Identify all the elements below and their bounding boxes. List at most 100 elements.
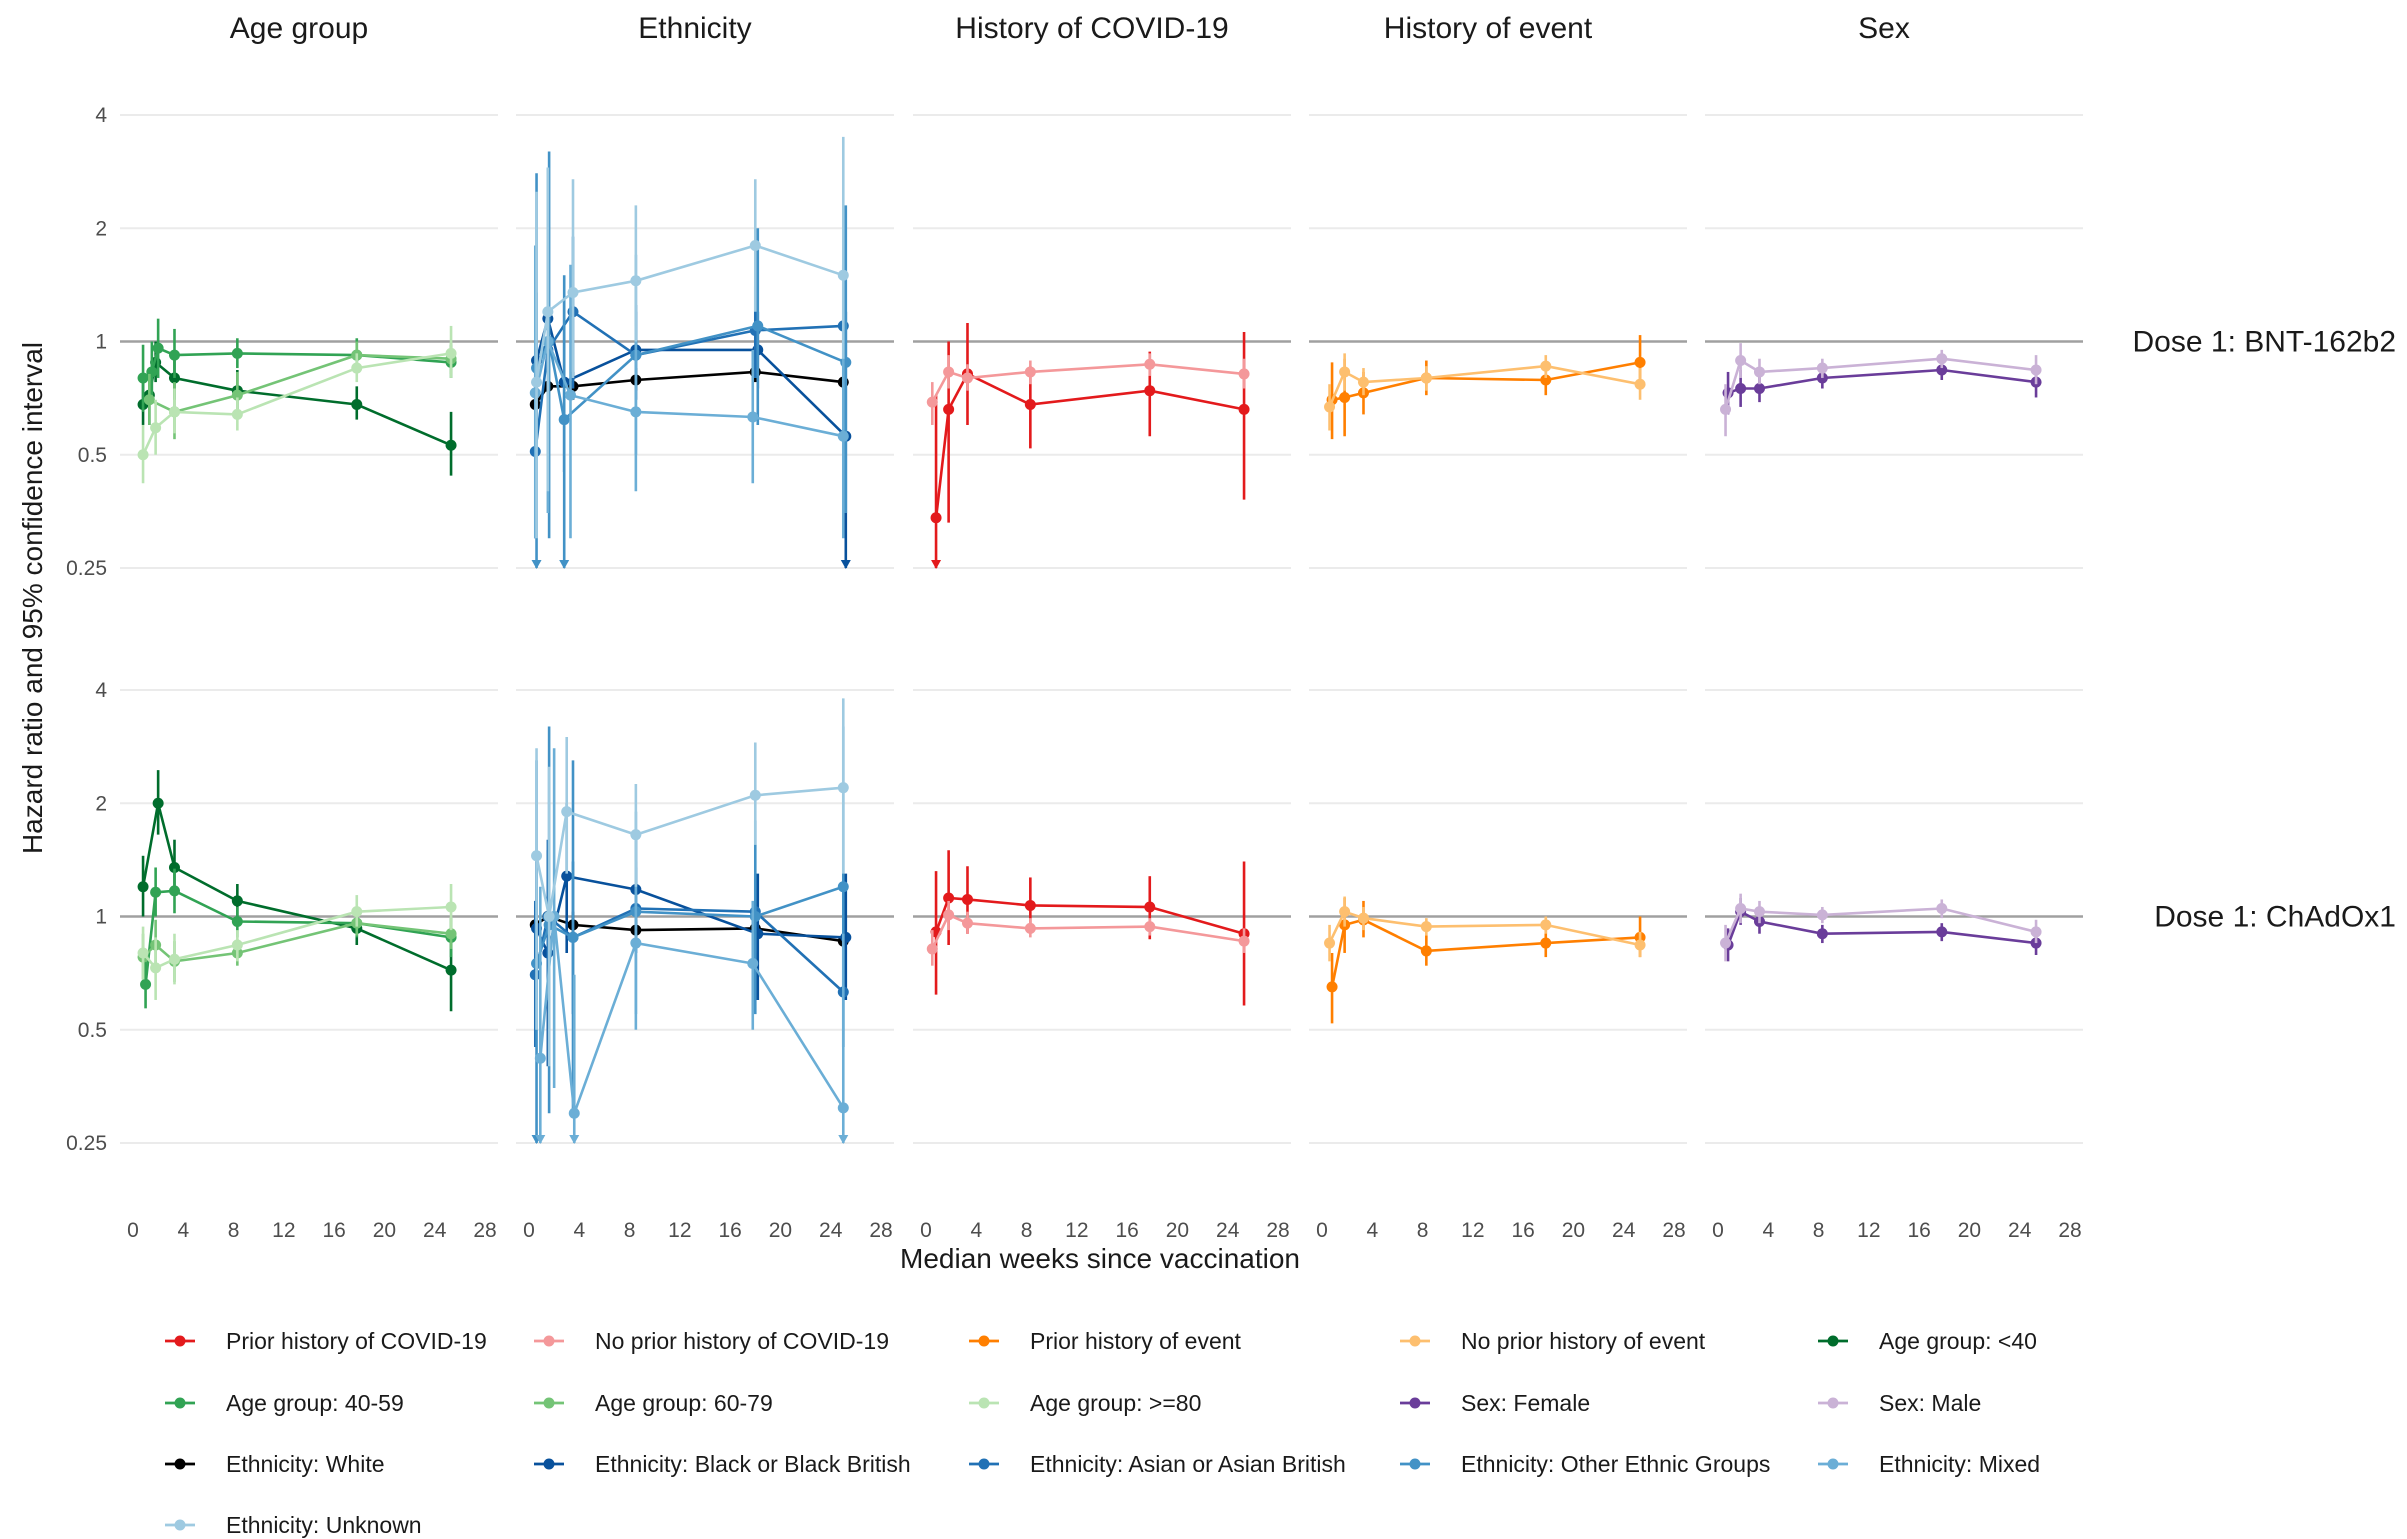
data-point	[1634, 356, 1646, 368]
data-point	[749, 239, 761, 251]
data-point	[1024, 899, 1036, 911]
series-line	[534, 907, 845, 993]
data-point	[1144, 921, 1156, 933]
legend-key-dot	[1409, 1397, 1421, 1409]
y-tick-label: 0.25	[66, 557, 107, 580]
data-point	[143, 394, 155, 406]
data-point	[1540, 360, 1552, 372]
series-line	[934, 372, 1245, 518]
legend-label: No prior history of event	[1461, 1328, 1706, 1354]
x-tick-label: 0	[1712, 1219, 1724, 1242]
data-point	[840, 931, 852, 943]
y-tick-label: 0.25	[66, 1132, 107, 1155]
legend-item: Sex: Female	[1400, 1390, 1590, 1416]
data-point	[150, 422, 162, 434]
data-point	[445, 347, 457, 359]
x-tick-label: 12	[1065, 1219, 1088, 1242]
data-point	[1324, 937, 1336, 949]
x-tick-label: 20	[1166, 1219, 1189, 1242]
data-point	[542, 306, 554, 318]
legend-label: Age group: <40	[1879, 1328, 2037, 1354]
legend-item: Ethnicity: Asian or Asian British	[969, 1451, 1346, 1477]
x-tick-label: 4	[1762, 1219, 1774, 1242]
x-tick-label: 16	[1115, 1219, 1138, 1242]
legend-label: Age group: 40-59	[226, 1390, 404, 1416]
series-group	[137, 325, 457, 484]
data-point	[1816, 362, 1828, 374]
series-line	[934, 896, 1245, 935]
series-group	[531, 151, 852, 569]
row-label: Dose 1: BNT-162b2	[2133, 326, 2396, 359]
data-point	[1024, 366, 1036, 378]
data-point	[351, 362, 363, 374]
data-point	[152, 797, 164, 809]
data-point	[1816, 909, 1828, 921]
ci-arrow	[559, 560, 570, 569]
legend-key-dot	[1409, 1335, 1421, 1347]
x-tick-label: 0	[127, 1219, 139, 1242]
series-line	[534, 915, 844, 943]
x-tick-label: 20	[1562, 1219, 1585, 1242]
data-point	[168, 885, 180, 897]
y-tick-label: 1	[95, 331, 107, 354]
legend-label: Ethnicity: Asian or Asian British	[1030, 1451, 1346, 1477]
legend-item: Ethnicity: Unknown	[165, 1512, 422, 1538]
legend-label: Ethnicity: Other Ethnic Groups	[1461, 1451, 1770, 1477]
data-point	[749, 789, 761, 801]
data-point	[926, 943, 938, 955]
grid-layer	[120, 114, 2083, 1144]
x-tick-label: 8	[1813, 1219, 1825, 1242]
data-point	[1357, 912, 1369, 924]
data-point	[231, 347, 243, 359]
series-group	[529, 167, 849, 539]
series-line	[142, 346, 452, 380]
legend-label: No prior history of COVID-19	[595, 1328, 889, 1354]
y-tick-label: 2	[95, 217, 107, 240]
data-point	[943, 909, 955, 921]
x-tick-label: 28	[869, 1219, 892, 1242]
series-line	[1328, 364, 1641, 408]
data-point	[231, 915, 243, 927]
data-point	[168, 861, 180, 873]
legend-key-dot	[1827, 1458, 1839, 1470]
series-group	[529, 839, 849, 1047]
y-tick-label: 1	[95, 906, 107, 929]
ci-arrow	[838, 1135, 849, 1144]
facet-title: Sex	[1858, 12, 1910, 45]
y-axis-title: Hazard ratio and 95% confidence interval	[17, 342, 48, 854]
data-point	[1936, 903, 1948, 915]
x-axis-title: Median weeks since vaccination	[900, 1243, 1300, 1274]
data-point	[137, 947, 149, 959]
data-point	[445, 964, 457, 976]
data-point	[630, 406, 642, 418]
data-point	[1024, 399, 1036, 411]
legend-label: Ethnicity: Unknown	[226, 1512, 422, 1538]
series-line	[539, 916, 845, 1114]
x-tick-label: 12	[1857, 1219, 1880, 1242]
legend-item: Ethnicity: Other Ethnic Groups	[1400, 1451, 1770, 1477]
data-point	[146, 366, 158, 378]
data-point	[837, 430, 849, 442]
data-point	[1238, 368, 1250, 380]
legend-label: Ethnicity: Mixed	[1879, 1451, 2040, 1477]
x-tick-label: 20	[769, 1219, 792, 1242]
data-point	[1339, 906, 1351, 918]
data-point	[150, 886, 162, 898]
data-point	[1420, 372, 1432, 384]
series-line	[1724, 907, 2037, 944]
data-point	[837, 782, 849, 794]
data-point	[1753, 366, 1765, 378]
marks-layer	[137, 136, 2042, 1144]
data-point	[837, 269, 849, 281]
data-point	[1357, 376, 1369, 388]
data-point	[567, 286, 579, 298]
x-tick-label: 8	[624, 1219, 636, 1242]
x-tick-label: 24	[423, 1219, 447, 1242]
data-point	[837, 881, 849, 893]
y-tick-label: 4	[95, 104, 107, 127]
series-group	[531, 136, 849, 539]
x-tick-label: 0	[1316, 1219, 1328, 1242]
data-point	[961, 893, 973, 905]
ci-arrow	[840, 560, 851, 569]
